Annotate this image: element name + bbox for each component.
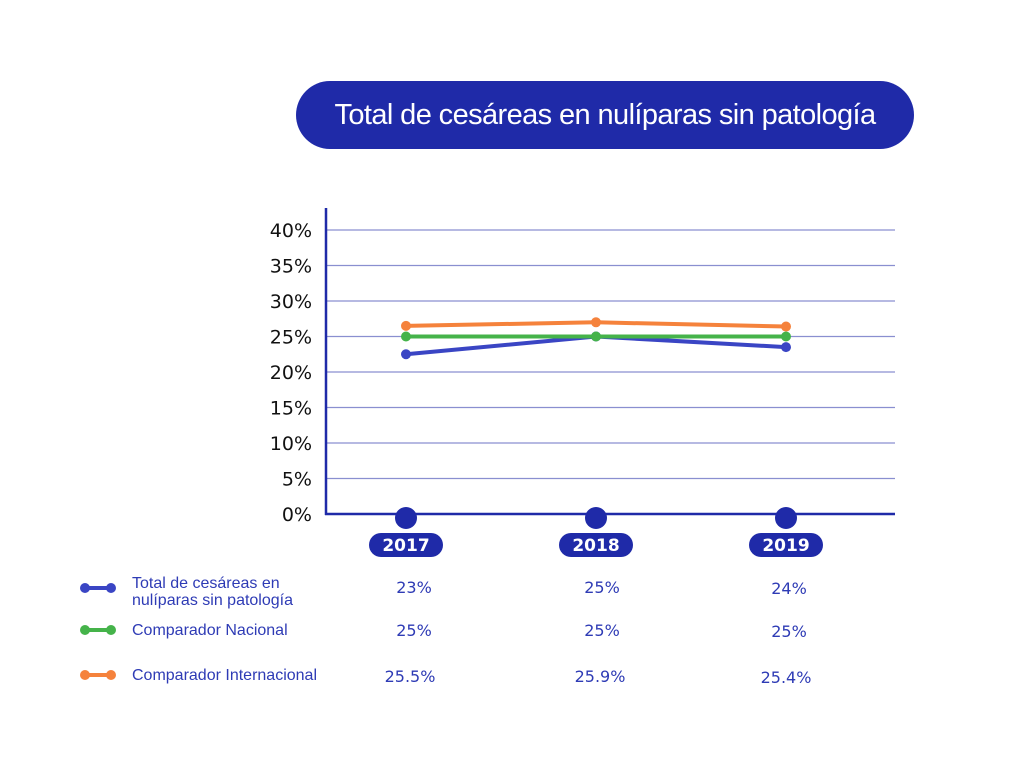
legend-swatch-nacional — [80, 625, 116, 635]
legend-swatch-total — [80, 583, 116, 593]
series-point — [591, 331, 601, 342]
series-point — [401, 320, 411, 331]
x-tick-dot — [585, 507, 607, 529]
table-cell: 25.4% — [760, 668, 812, 687]
y-tick-label: 10% — [270, 433, 312, 455]
legend-swatch-internacional — [80, 670, 116, 680]
table-cell: 24% — [771, 579, 807, 598]
x-tick-label: 2017 — [382, 536, 429, 556]
legend-label-nacional: Comparador Nacional — [132, 622, 288, 639]
legend-label-total: Total de cesáreas en nulíparas sin patol… — [132, 575, 293, 609]
table-cell: 25% — [584, 578, 620, 597]
table-cell: 25% — [771, 622, 807, 641]
table-cell: 25.5% — [384, 667, 436, 686]
chart-title-banner: Total de cesáreas en nulíparas sin patol… — [296, 81, 914, 149]
legend-label-internacional: Comparador Internacional — [132, 667, 317, 684]
chart-title: Total de cesáreas en nulíparas sin patol… — [334, 98, 876, 131]
table-cell: 25% — [396, 621, 432, 640]
x-tick-dot — [775, 507, 797, 529]
x-tick-pill — [369, 533, 443, 557]
series-point — [591, 317, 601, 328]
series-point — [781, 342, 791, 353]
y-tick-label: 35% — [270, 256, 312, 278]
y-tick-label: 40% — [270, 220, 312, 242]
series-point — [781, 321, 791, 332]
y-tick-label: 15% — [270, 398, 312, 420]
table-cell: 25% — [584, 621, 620, 640]
y-tick-label: 5% — [282, 469, 312, 491]
table-cell: 25.9% — [574, 667, 626, 686]
table-cell: 23% — [396, 578, 432, 597]
y-tick-label: 20% — [270, 362, 312, 384]
x-tick-pill — [749, 533, 823, 557]
x-tick-pill — [559, 533, 633, 557]
y-tick-label: 0% — [282, 504, 312, 526]
y-tick-label: 30% — [270, 291, 312, 313]
series-point — [401, 349, 411, 360]
x-tick-label: 2019 — [762, 536, 809, 556]
series-point — [781, 331, 791, 342]
series-point — [401, 331, 411, 342]
x-tick-label: 2018 — [572, 536, 619, 556]
y-tick-label: 25% — [270, 327, 312, 349]
x-tick-dot — [395, 507, 417, 529]
